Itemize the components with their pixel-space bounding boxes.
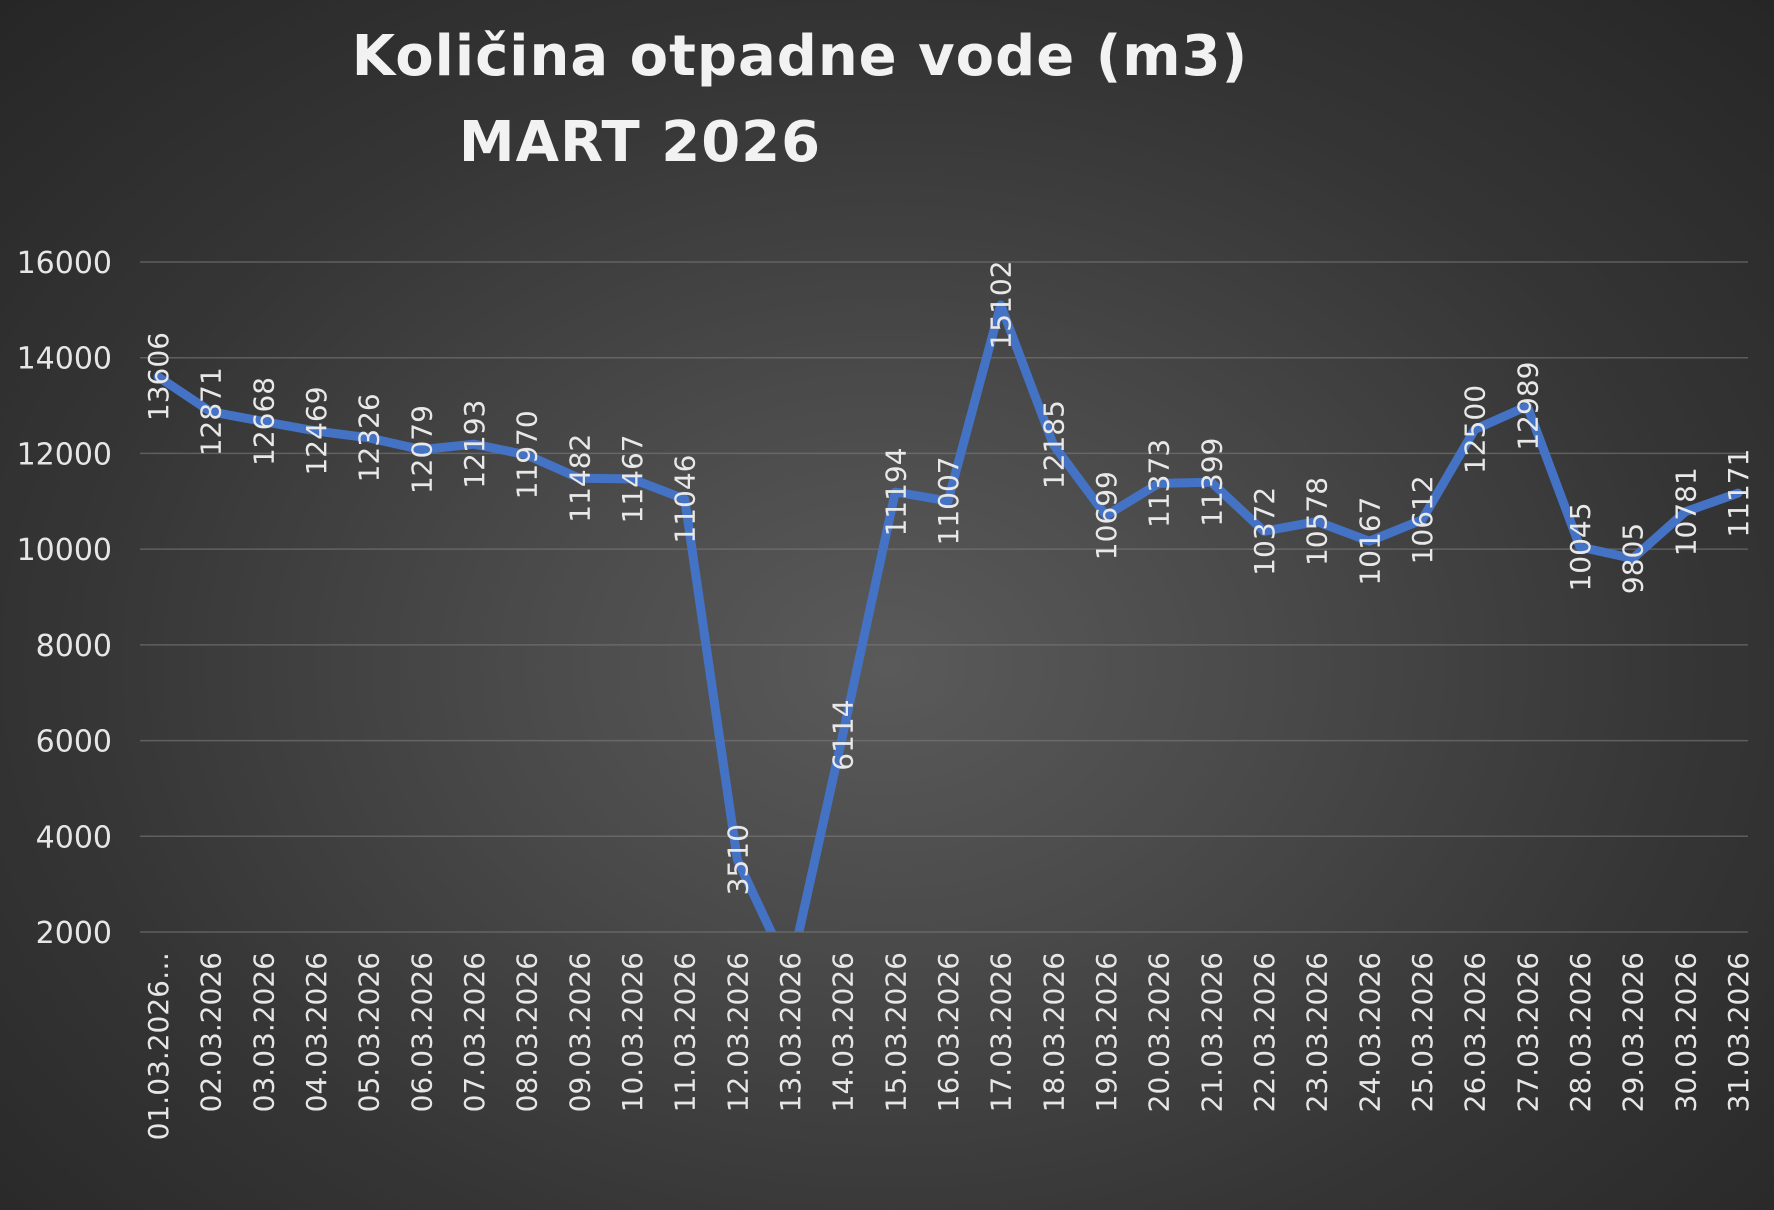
- data-label: 11373: [1143, 439, 1176, 528]
- x-tick-label: 06.03.2026: [405, 952, 438, 1112]
- data-label: 11007: [932, 456, 965, 545]
- x-tick-label: 26.03.2026: [1459, 952, 1492, 1112]
- x-tick-label: 04.03.2026: [300, 952, 333, 1112]
- x-tick-label: 09.03.2026: [563, 952, 596, 1112]
- data-label: 12871: [195, 367, 228, 456]
- x-tick-label: 23.03.2026: [1301, 952, 1334, 1112]
- x-tick-label: 12.03.2026: [721, 952, 754, 1112]
- data-label: 13606: [142, 332, 175, 421]
- x-tick-label: 21.03.2026: [1195, 952, 1228, 1112]
- data-label: 11399: [1195, 438, 1228, 527]
- data-label: 11482: [563, 434, 596, 523]
- x-tick-label: 17.03.2026: [985, 952, 1018, 1112]
- x-tick-label: 08.03.2026: [511, 952, 544, 1112]
- data-label: 9805: [1617, 523, 1650, 594]
- data-label: 10612: [1406, 475, 1439, 564]
- data-label: 10372: [1248, 487, 1281, 576]
- x-tick-label: 02.03.2026: [195, 952, 228, 1112]
- data-label: 11467: [616, 434, 649, 523]
- x-tick-label: 18.03.2026: [1037, 952, 1070, 1112]
- x-tick-label: 03.03.2026: [247, 952, 280, 1112]
- x-tick-label: 05.03.2026: [353, 952, 386, 1112]
- chart-title: Količina otpadne vode (m3): [351, 24, 1249, 89]
- x-tick-label: 22.03.2026: [1248, 952, 1281, 1112]
- x-tick-label: 31.03.2026: [1722, 952, 1755, 1112]
- x-tick-label: 20.03.2026: [1143, 952, 1176, 1112]
- data-label: 12193: [458, 400, 491, 489]
- data-label: 10578: [1301, 477, 1334, 566]
- data-label: 10045: [1564, 502, 1597, 591]
- data-label: 10167: [1353, 497, 1386, 586]
- x-tick-label: 27.03.2026: [1511, 952, 1544, 1112]
- data-label: 12185: [1037, 400, 1070, 489]
- x-tick-label: 14.03.2026: [827, 952, 860, 1112]
- y-tick-label: 14000: [17, 342, 112, 377]
- x-tick-label: 24.03.2026: [1353, 952, 1386, 1112]
- x-tick-label: 29.03.2026: [1617, 952, 1650, 1112]
- x-tick-label: 30.03.2026: [1669, 952, 1702, 1112]
- data-label: 11046: [669, 455, 702, 544]
- x-tick-label: 15.03.2026: [879, 952, 912, 1112]
- y-tick-label: 2000: [36, 916, 112, 951]
- y-tick-label: 4000: [36, 820, 112, 855]
- data-label: 11970: [511, 410, 544, 499]
- data-label: 12079: [405, 405, 438, 494]
- data-label: 15102: [985, 260, 1018, 349]
- data-label: 12500: [1459, 385, 1492, 474]
- x-tick-label: 01.03.2026…: [142, 952, 175, 1140]
- x-tick-label: 16.03.2026: [932, 952, 965, 1112]
- y-tick-label: 6000: [36, 725, 112, 760]
- chart-subtitle: MART 2026: [458, 110, 822, 175]
- x-tick-label: 11.03.2026: [669, 952, 702, 1112]
- y-tick-label: 8000: [36, 629, 112, 664]
- data-label: 6114: [827, 699, 860, 770]
- data-label: 12668: [247, 377, 280, 466]
- data-label: 11194: [879, 447, 912, 536]
- x-tick-label: 10.03.2026: [616, 952, 649, 1112]
- x-tick-label: 25.03.2026: [1406, 952, 1439, 1112]
- x-tick-label: 13.03.2026: [774, 952, 807, 1112]
- data-label: 12326: [353, 393, 386, 482]
- y-tick-label: 10000: [17, 533, 112, 568]
- data-label: 10781: [1669, 467, 1702, 556]
- y-tick-label: 12000: [17, 437, 112, 472]
- data-label: 10699: [1090, 471, 1123, 560]
- data-label: 12989: [1511, 362, 1544, 451]
- x-tick-label: 19.03.2026: [1090, 952, 1123, 1112]
- y-tick-label: 16000: [17, 246, 112, 281]
- data-label: 11171: [1722, 449, 1755, 538]
- x-tick-label: 07.03.2026: [458, 952, 491, 1112]
- data-label: 12469: [300, 386, 333, 475]
- x-tick-label: 28.03.2026: [1564, 952, 1597, 1112]
- series-line: [153, 300, 1743, 932]
- data-label: 3510: [721, 824, 754, 895]
